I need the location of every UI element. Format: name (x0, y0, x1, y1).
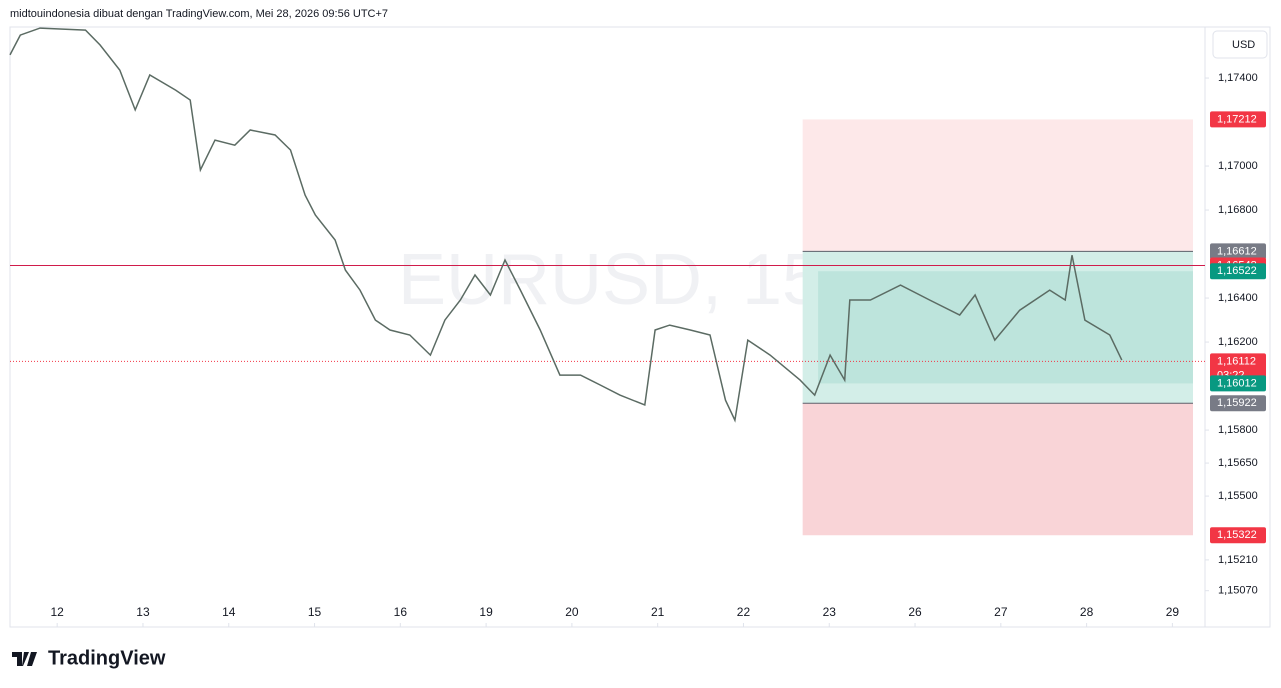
x-tick-label: 28 (1080, 605, 1094, 619)
x-tick-label: 14 (222, 605, 236, 619)
price-label-bg (1210, 243, 1266, 260)
header: midtouindonesia dibuat dengan TradingVie… (10, 8, 388, 20)
price-label: 1,15322 (1217, 529, 1257, 541)
price-label: 1,16522 (1217, 265, 1257, 277)
watermark: EURUSD, 15 (398, 240, 822, 320)
logo: TradingView (48, 647, 166, 669)
x-tick-label: 29 (1166, 605, 1180, 619)
price-label: 1,15922 (1217, 397, 1257, 409)
logo-mark (12, 652, 37, 666)
x-tick-label: 21 (651, 605, 665, 619)
x-tick-label: 26 (908, 605, 922, 619)
currency-label: USD (1232, 39, 1255, 51)
price-label: 1,17212 (1217, 113, 1257, 125)
zone (802, 119, 1193, 252)
y-tick-label: 1,17000 (1218, 160, 1258, 172)
x-tick-label: 13 (136, 605, 150, 619)
y-tick-label: 1,16800 (1218, 204, 1258, 216)
x-tick-label: 27 (994, 605, 1008, 619)
y-tick-label: 1,15070 (1218, 585, 1258, 597)
y-tick-label: 1,17400 (1218, 72, 1258, 84)
frame (9, 26, 1271, 628)
y-tick-label: 1,16200 (1218, 336, 1258, 348)
y-tick-label: 1,15210 (1218, 554, 1258, 566)
zone (802, 403, 1193, 536)
price-label-bg (1210, 263, 1266, 280)
y-tick-label: 1,15500 (1218, 490, 1258, 502)
x-tick-label: 23 (823, 605, 837, 619)
x-tick-label: 20 (565, 605, 579, 619)
x-tick-label: 22 (737, 605, 751, 619)
x-tick-label: 19 (479, 605, 493, 619)
price-line (9, 27, 1123, 423)
currency-button[interactable] (1212, 30, 1268, 59)
y-tick-label: 1,15650 (1218, 457, 1258, 469)
y-tick-label: 1,16400 (1218, 292, 1258, 304)
price-label-bg (1210, 375, 1266, 392)
price-label: 1,16112 (1217, 355, 1256, 367)
x-tick-label: 15 (308, 605, 322, 619)
price-label-bg (1210, 395, 1266, 412)
price-label-bg (1210, 111, 1266, 128)
price-label: 1,16612 (1217, 245, 1257, 257)
price-label-bg (1210, 527, 1266, 544)
x-tick-label: 16 (394, 605, 408, 619)
x-tick-label: 12 (51, 605, 65, 619)
y-tick-label: 1,15800 (1218, 424, 1258, 436)
price-label: 1,16012 (1217, 377, 1257, 389)
plot: EURUSD, 15 (9, 27, 1205, 536)
